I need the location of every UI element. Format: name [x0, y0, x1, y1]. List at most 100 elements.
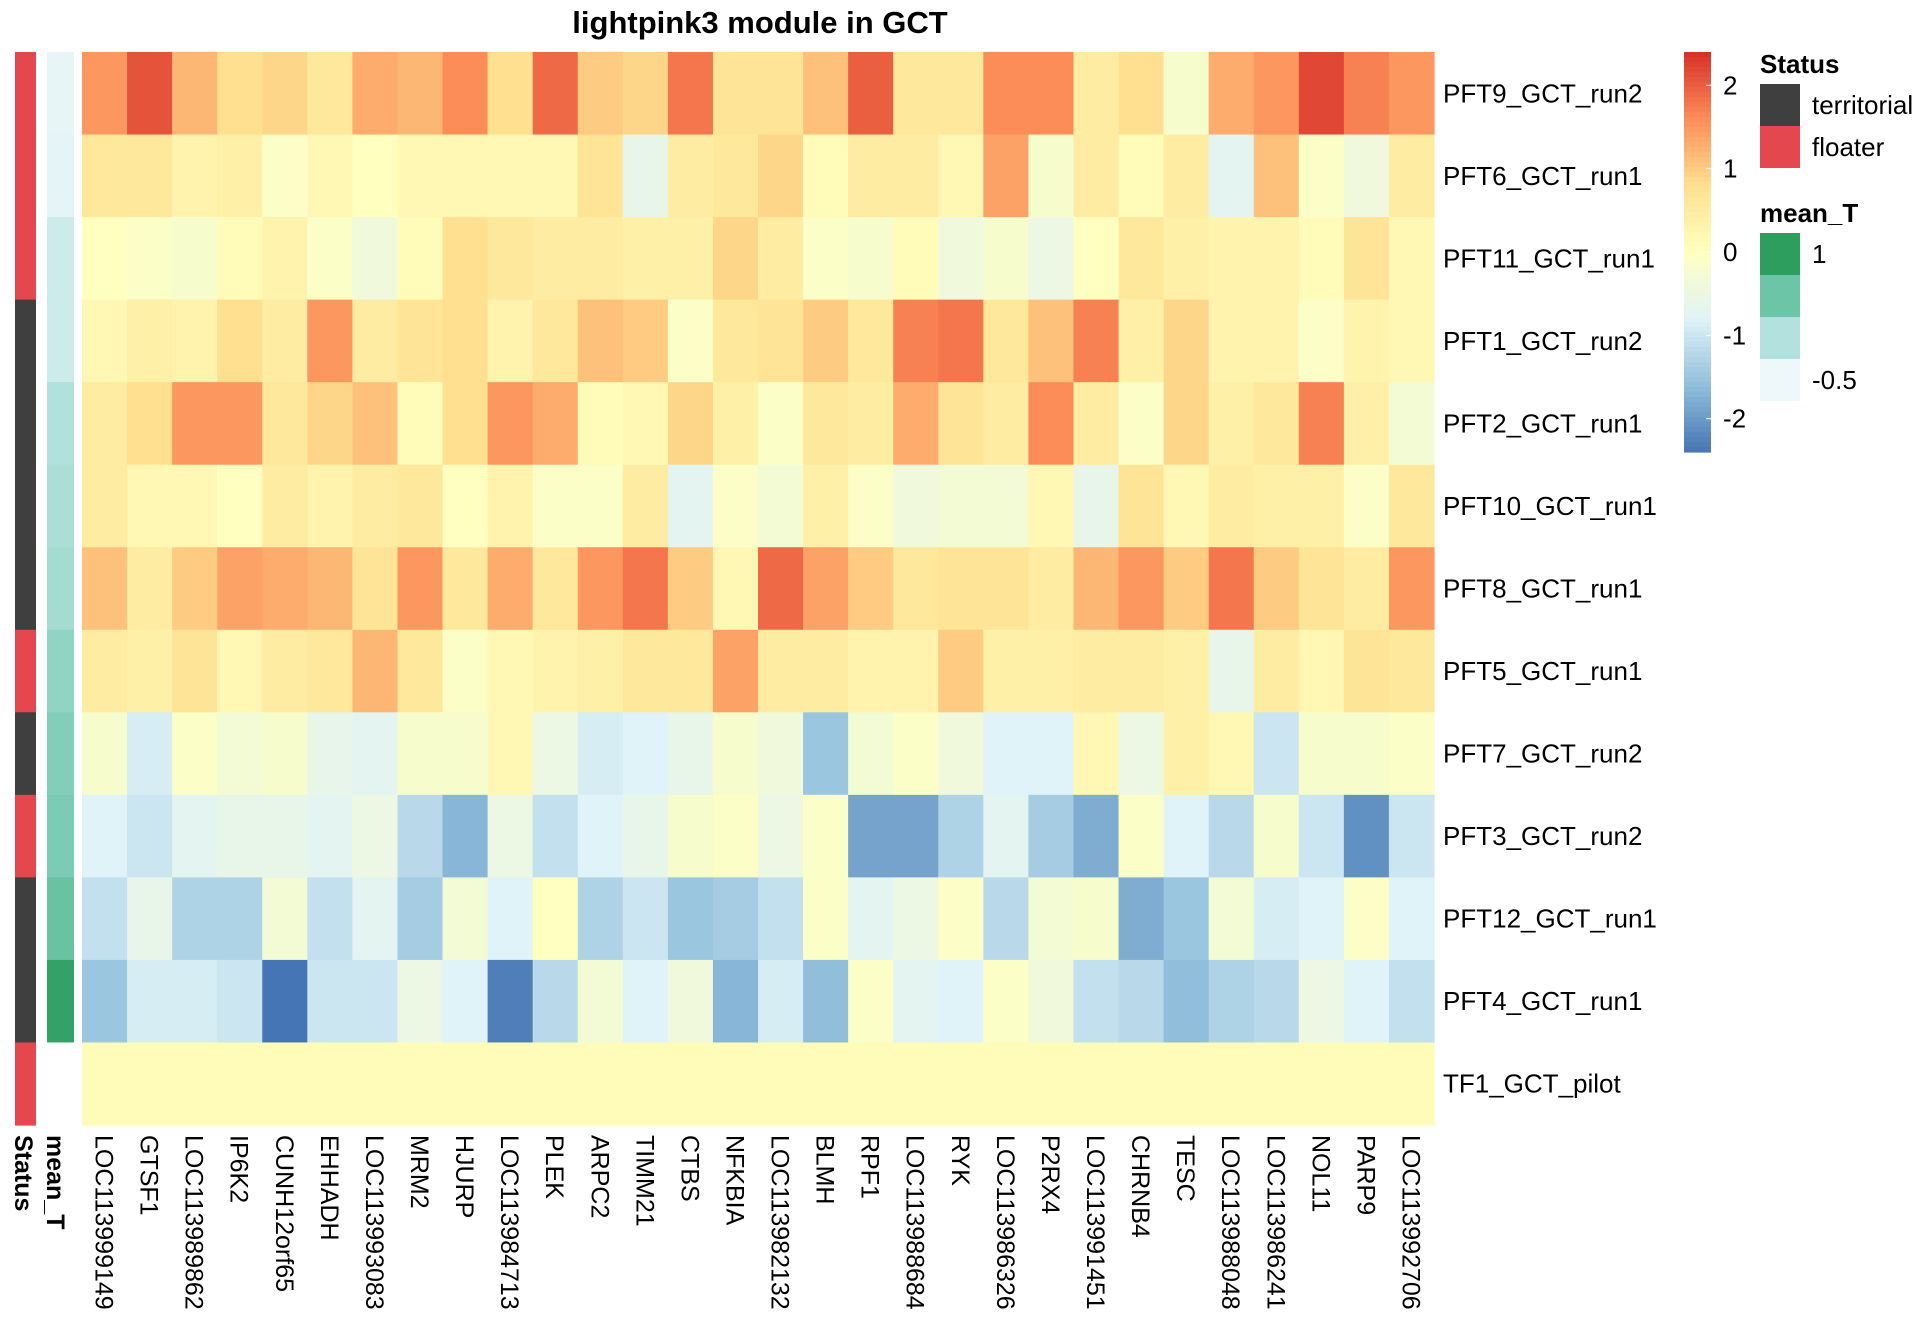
heatmap-cell — [577, 877, 624, 961]
color-scale-segment — [1684, 102, 1711, 108]
heatmap-cell — [487, 629, 534, 713]
chart-title: lightpink3 module in GCT — [572, 5, 948, 40]
heatmap-cell — [622, 299, 669, 383]
heatmap-cell — [1388, 1042, 1435, 1126]
heatmap-cell — [938, 794, 984, 878]
heatmap-cell — [352, 1042, 399, 1126]
heatmap-cell — [622, 712, 669, 796]
column-label: EHHADH — [315, 1135, 343, 1241]
heatmap-cell — [262, 382, 308, 466]
color-scale-segment — [1684, 402, 1711, 408]
heatmap-cell — [667, 629, 714, 713]
heatmap-cell — [803, 299, 849, 383]
row-label: PFT2_GCT_run1 — [1443, 408, 1642, 438]
heatmap-cell — [1388, 299, 1435, 383]
heatmap-cell — [758, 134, 804, 218]
heatmap-cell — [532, 299, 579, 383]
color-scale-segment — [1684, 222, 1711, 228]
heatmap-cells — [82, 52, 1435, 1126]
heatmap-cell — [1118, 464, 1165, 548]
heatmap-cell — [352, 547, 399, 631]
heatmap-cell — [577, 382, 624, 466]
heatmap-cell — [397, 382, 444, 466]
heatmap-cell — [803, 547, 849, 631]
heatmap-cell — [1073, 794, 1120, 878]
mean-t-annotation-cell — [47, 382, 74, 466]
color-scale-segment — [1684, 387, 1711, 393]
heatmap-cell — [1028, 134, 1075, 218]
heatmap-cell — [1073, 52, 1120, 136]
heatmap-cell — [1343, 629, 1390, 713]
mean-t-legend-swatch — [1760, 233, 1800, 275]
heatmap-cell — [1298, 382, 1345, 466]
heatmap-cell — [1073, 959, 1120, 1044]
mean-t-legend-swatch — [1760, 317, 1800, 359]
heatmap-cell — [1118, 134, 1165, 218]
color-scale-segment — [1684, 57, 1711, 63]
color-scale-segment — [1684, 292, 1711, 298]
heatmap-cell — [262, 959, 308, 1044]
heatmap-cell — [893, 52, 939, 136]
row-label: PFT8_GCT_run1 — [1443, 574, 1642, 604]
heatmap-cell — [442, 382, 489, 466]
color-scale-segment — [1684, 107, 1711, 113]
heatmap-cell — [712, 712, 759, 796]
heatmap-cell — [352, 52, 399, 136]
color-scale-segment — [1684, 167, 1711, 173]
heatmap-cell — [983, 877, 1029, 961]
heatmap-cell — [667, 1042, 714, 1126]
heatmap-cell — [82, 629, 128, 713]
heatmap-cell — [397, 217, 444, 301]
heatmap-cell — [1118, 629, 1165, 713]
heatmap-cell — [1388, 712, 1435, 796]
heatmap-cell — [1298, 712, 1345, 796]
heatmap-cell — [532, 52, 579, 136]
color-scale-tick-label: -1 — [1723, 320, 1746, 350]
heatmap-cell — [217, 1042, 263, 1126]
heatmap-cell — [1298, 959, 1345, 1044]
heatmap-cell — [1118, 1042, 1165, 1126]
color-scale-segment — [1684, 162, 1711, 168]
heatmap-cell — [667, 217, 714, 301]
column-label: CUNH12orf65 — [270, 1135, 298, 1292]
status-annotation-cell — [15, 382, 36, 466]
color-scale-segment — [1684, 287, 1711, 293]
row-label: PFT1_GCT_run2 — [1443, 326, 1642, 356]
row-label: PFT6_GCT_run1 — [1443, 161, 1642, 191]
color-scale-segment — [1684, 267, 1711, 273]
heatmap-cell — [667, 299, 714, 383]
heatmap-cell — [983, 134, 1029, 218]
heatmap-cell — [217, 547, 263, 631]
heatmap-cell — [758, 52, 804, 136]
heatmap-cell — [82, 217, 128, 301]
heatmap-cell — [262, 464, 308, 548]
mean-t-annotation-cell — [47, 959, 74, 1044]
heatmap-cell — [577, 134, 624, 218]
heatmap-cell — [1073, 547, 1120, 631]
heatmap-cell — [532, 134, 579, 218]
heatmap-cell — [1388, 134, 1435, 218]
heatmap-cell — [82, 299, 128, 383]
color-scale-segment — [1684, 312, 1711, 318]
heatmap-cell — [848, 629, 894, 713]
heatmap-cell — [622, 959, 669, 1044]
heatmap-cell — [1163, 959, 1210, 1044]
heatmap-cell — [577, 464, 624, 548]
heatmap-cell — [758, 464, 804, 548]
heatmap-cell — [983, 1042, 1029, 1126]
heatmap-cell — [82, 547, 128, 631]
heatmap-cell — [217, 629, 263, 713]
heatmap-cell — [1343, 382, 1390, 466]
heatmap-cell — [938, 959, 984, 1044]
heatmap-cell — [217, 382, 263, 466]
heatmap-cell — [172, 134, 218, 218]
heatmap-cell — [938, 547, 984, 631]
heatmap-cell — [983, 959, 1029, 1044]
mean-t-annotation-cell — [47, 629, 74, 713]
heatmap-cell — [1163, 134, 1210, 218]
color-scale-segment — [1684, 392, 1711, 398]
mean-t-annotation-label: mean_T — [41, 1135, 69, 1229]
heatmap-cell — [487, 464, 534, 548]
color-scale-segment — [1684, 112, 1711, 118]
